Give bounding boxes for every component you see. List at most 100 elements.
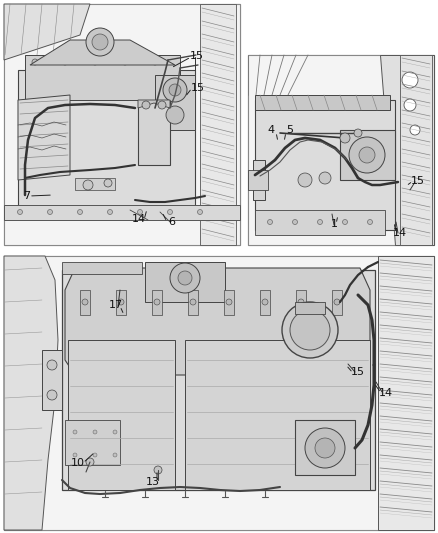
- Polygon shape: [62, 270, 375, 490]
- Circle shape: [318, 220, 322, 224]
- Circle shape: [47, 360, 57, 370]
- Circle shape: [226, 299, 232, 305]
- Circle shape: [47, 209, 53, 214]
- Polygon shape: [68, 340, 175, 490]
- Text: 14: 14: [379, 388, 393, 398]
- Circle shape: [319, 172, 331, 184]
- Bar: [378, 256, 434, 530]
- Text: 6: 6: [169, 217, 176, 227]
- Bar: [80, 290, 90, 315]
- Circle shape: [298, 173, 312, 187]
- Bar: [296, 290, 306, 315]
- Circle shape: [62, 59, 68, 65]
- Bar: [248, 55, 434, 245]
- Circle shape: [298, 299, 304, 305]
- Circle shape: [262, 299, 268, 305]
- Polygon shape: [4, 4, 90, 60]
- Bar: [255, 100, 395, 230]
- Circle shape: [104, 179, 112, 187]
- Text: 10: 10: [71, 458, 85, 468]
- Bar: [200, 4, 236, 245]
- Circle shape: [154, 299, 160, 305]
- Polygon shape: [138, 100, 170, 108]
- Text: 1: 1: [331, 219, 338, 229]
- Circle shape: [169, 84, 181, 96]
- Polygon shape: [18, 95, 70, 180]
- Circle shape: [73, 430, 77, 434]
- Bar: [116, 290, 126, 315]
- Bar: [340, 130, 395, 180]
- Circle shape: [122, 59, 128, 65]
- Bar: [248, 55, 434, 245]
- Circle shape: [113, 453, 117, 457]
- Text: 15: 15: [191, 83, 205, 93]
- Text: 5: 5: [286, 125, 293, 135]
- Circle shape: [305, 428, 345, 468]
- Circle shape: [142, 101, 150, 109]
- Circle shape: [152, 59, 158, 65]
- Polygon shape: [255, 95, 390, 110]
- Bar: [155, 75, 195, 130]
- Text: 13: 13: [146, 477, 160, 487]
- Circle shape: [166, 106, 184, 124]
- Circle shape: [343, 220, 347, 224]
- Circle shape: [93, 430, 97, 434]
- Text: 15: 15: [411, 176, 425, 186]
- Circle shape: [82, 299, 88, 305]
- Bar: [248, 170, 268, 190]
- Circle shape: [92, 59, 98, 65]
- Circle shape: [86, 458, 94, 466]
- Bar: [145, 262, 225, 302]
- Bar: [260, 290, 270, 315]
- Bar: [62, 262, 142, 274]
- Bar: [188, 290, 198, 315]
- Circle shape: [93, 453, 97, 457]
- Circle shape: [315, 438, 335, 458]
- Text: 7: 7: [24, 191, 31, 201]
- Circle shape: [410, 125, 420, 135]
- Bar: [4, 256, 434, 530]
- Bar: [295, 302, 325, 314]
- Bar: [400, 55, 432, 245]
- Circle shape: [290, 310, 330, 350]
- Text: 17: 17: [109, 300, 123, 310]
- Circle shape: [349, 137, 385, 173]
- Text: 14: 14: [132, 214, 146, 224]
- Bar: [255, 210, 385, 235]
- Circle shape: [163, 78, 187, 102]
- Polygon shape: [185, 340, 370, 490]
- Circle shape: [359, 147, 375, 163]
- Bar: [4, 4, 240, 245]
- Bar: [65, 420, 120, 465]
- Circle shape: [86, 28, 114, 56]
- Circle shape: [73, 453, 77, 457]
- Circle shape: [138, 209, 142, 214]
- Circle shape: [78, 209, 82, 214]
- Circle shape: [282, 302, 338, 358]
- Bar: [4, 256, 434, 530]
- Circle shape: [92, 34, 108, 50]
- Text: 14: 14: [393, 228, 407, 238]
- Bar: [75, 178, 115, 190]
- Bar: [4, 4, 240, 245]
- Circle shape: [198, 209, 202, 214]
- Circle shape: [18, 209, 22, 214]
- Polygon shape: [65, 268, 370, 375]
- Circle shape: [354, 129, 362, 137]
- Bar: [4, 205, 240, 220]
- Bar: [332, 290, 342, 315]
- Circle shape: [178, 271, 192, 285]
- Circle shape: [367, 220, 372, 224]
- Bar: [295, 420, 355, 475]
- Circle shape: [402, 72, 418, 88]
- Circle shape: [32, 59, 38, 65]
- Circle shape: [158, 101, 166, 109]
- Circle shape: [107, 209, 113, 214]
- Circle shape: [404, 99, 416, 111]
- Circle shape: [167, 209, 173, 214]
- Circle shape: [293, 220, 297, 224]
- Circle shape: [334, 299, 340, 305]
- Circle shape: [113, 430, 117, 434]
- Circle shape: [83, 180, 93, 190]
- Circle shape: [118, 299, 124, 305]
